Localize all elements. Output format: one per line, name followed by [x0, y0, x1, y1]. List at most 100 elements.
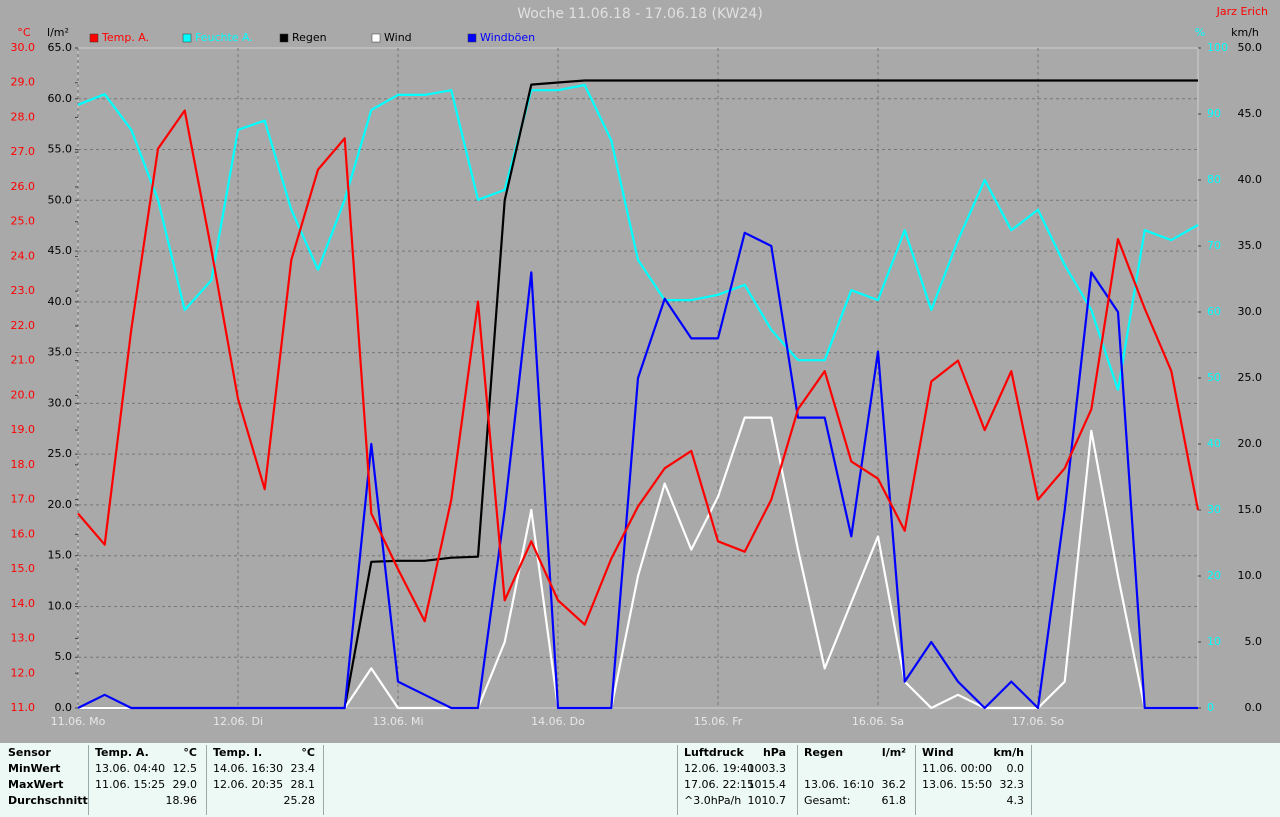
column-name: Wind [922, 746, 954, 759]
y-tick-label: 25.0 [11, 215, 36, 228]
x-tick-label: 12.06. Di [213, 715, 263, 728]
y-tick-label: 50.0 [1238, 41, 1263, 54]
y-tick-label: 22.0 [11, 319, 36, 332]
y-tick-label: 29.0 [11, 76, 36, 89]
y-tick-label: 26.0 [11, 180, 36, 193]
cell-date: 12.06. 19:40 [684, 762, 755, 775]
cell-value: 1003.3 [747, 762, 787, 775]
cell-value: 1015.4 [747, 778, 787, 791]
column-name: Luftdruck [684, 746, 744, 759]
y-tick-label: 18.0 [11, 458, 36, 471]
y-tick-label: 10 [1207, 635, 1221, 648]
column-unit: °C [301, 746, 315, 759]
row-label: MaxWert [8, 778, 64, 791]
y-tick-label: 40.0 [1238, 173, 1263, 186]
legend-label: Temp. A. [101, 31, 149, 44]
table-column: Sensor MinWert MaxWert Durchschnitt [4, 745, 88, 815]
cell-value: 36.2 [881, 778, 907, 791]
table-header: Sensor [8, 746, 51, 759]
x-tick-label: 14.06. Do [531, 715, 585, 728]
table-column: Regen l/m² 13.06. 16:10 36.2 Gesamt: 61.8 [797, 745, 914, 815]
row-label: Durchschnitt [8, 794, 88, 807]
y-tick-label: 21.0 [11, 354, 36, 367]
chart: Woche 11.06.18 - 17.06.18 (KW24) Jarz Er… [11, 5, 1269, 728]
row-label: MinWert [8, 762, 61, 775]
column-name: Temp. A. [95, 746, 149, 759]
y-tick-label: 15.0 [48, 549, 73, 562]
legend-label: Windböen [480, 31, 535, 44]
column-unit: hPa [762, 746, 786, 759]
y-tick-label: 16.0 [11, 527, 36, 540]
y-tick-label: 30.0 [1238, 305, 1263, 318]
cell-date: 11.06. 15:25 [95, 778, 166, 791]
y-tick-label: 20.0 [1238, 437, 1263, 450]
cell-date: 12.06. 20:35 [213, 778, 284, 791]
cell-date: 13.06. 16:10 [804, 778, 875, 791]
y-tick-label: 90 [1207, 107, 1221, 120]
y-tick-label: 12.0 [11, 666, 36, 679]
cell-value: 4.3 [1006, 794, 1025, 807]
axis-unit: l/m² [47, 26, 69, 39]
x-tick-label: 17.06. So [1012, 715, 1064, 728]
y-tick-label: 27.0 [11, 145, 36, 158]
author: Jarz Erich [1216, 5, 1268, 18]
y-tick-label: 5.0 [1245, 635, 1263, 648]
y-tick-label: 0.0 [1245, 701, 1263, 714]
y-tick-label: 15.0 [1238, 503, 1263, 516]
y-tick-label: 25.0 [1238, 371, 1263, 384]
y-tick-label: 20.0 [11, 388, 36, 401]
table-column: Luftdruck hPa 12.06. 19:40 1003.3 17.06. 22:… [677, 745, 794, 815]
column-unit: l/m² [881, 746, 906, 759]
y-tick-label: 45.0 [1238, 107, 1263, 120]
legend-swatch [371, 33, 381, 43]
y-tick-label: 40 [1207, 437, 1221, 450]
legend-swatch [467, 33, 477, 43]
cell-value: 28.1 [290, 778, 316, 791]
y-tick-label: 80 [1207, 173, 1221, 186]
cell-value: 25.28 [283, 794, 316, 807]
cell-value: 32.3 [999, 778, 1025, 791]
x-tick-label: 16.06. Sa [852, 715, 904, 728]
table-separator [323, 745, 325, 815]
y-tick-label: 10.0 [1238, 569, 1263, 582]
y-tick-label: 100 [1207, 41, 1228, 54]
y-tick-label: 20.0 [48, 498, 73, 511]
table-column: Temp. A. °C 13.06. 04:40 12.5 11.06. 15:25 29… [88, 745, 205, 815]
x-tick-label: 15.06. Fr [694, 715, 743, 728]
table-column: Wind km/h 11.06. 00:00 0.0 13.06. 15:50 32.3 4… [915, 745, 1032, 815]
cell-date: Gesamt: [804, 794, 851, 807]
table-column: Temp. I. °C 14.06. 16:30 23.4 12.06. 20:35 28… [206, 745, 323, 815]
cell-date: 11.06. 00:00 [922, 762, 993, 775]
y-tick-label: 28.0 [11, 110, 36, 123]
chart-title: Woche 11.06.18 - 17.06.18 (KW24) [517, 6, 763, 22]
y-tick-label: 15.0 [11, 562, 36, 575]
legend-label: Wind [384, 31, 412, 44]
column-name: Temp. I. [213, 746, 263, 759]
y-tick-label: 17.0 [11, 493, 36, 506]
y-tick-label: 55.0 [48, 143, 73, 156]
x-tick-label: 11.06. Mo [51, 715, 106, 728]
cell-value: 18.96 [165, 794, 198, 807]
y-tick-label: 24.0 [11, 249, 36, 262]
cell-date: 14.06. 16:30 [213, 762, 284, 775]
series-line [77, 231, 1198, 710]
series-line [77, 109, 1200, 626]
cell-value: 61.8 [881, 794, 907, 807]
y-tick-label: 20 [1207, 569, 1221, 582]
cell-date: 17.06. 22:15 [684, 778, 755, 791]
column-unit: km/h [993, 746, 1024, 759]
x-tick-label: 13.06. Mi [372, 715, 423, 728]
y-tick-label: 25.0 [48, 447, 73, 460]
legend-label: Feuchte A. [195, 31, 253, 44]
cell-value: 0.0 [1006, 762, 1025, 775]
legend-swatch [182, 33, 192, 43]
y-tick-label: 40.0 [48, 295, 73, 308]
cell-value: 23.4 [290, 762, 316, 775]
cell-date: 13.06. 04:40 [95, 762, 166, 775]
table-separator [1031, 745, 1033, 815]
y-tick-label: 14.0 [11, 597, 36, 610]
y-tick-label: 30.0 [11, 41, 36, 54]
axis-unit: km/h [1231, 26, 1259, 39]
cell-value: 1010.7 [747, 794, 787, 807]
y-tick-label: 10.0 [48, 599, 73, 612]
